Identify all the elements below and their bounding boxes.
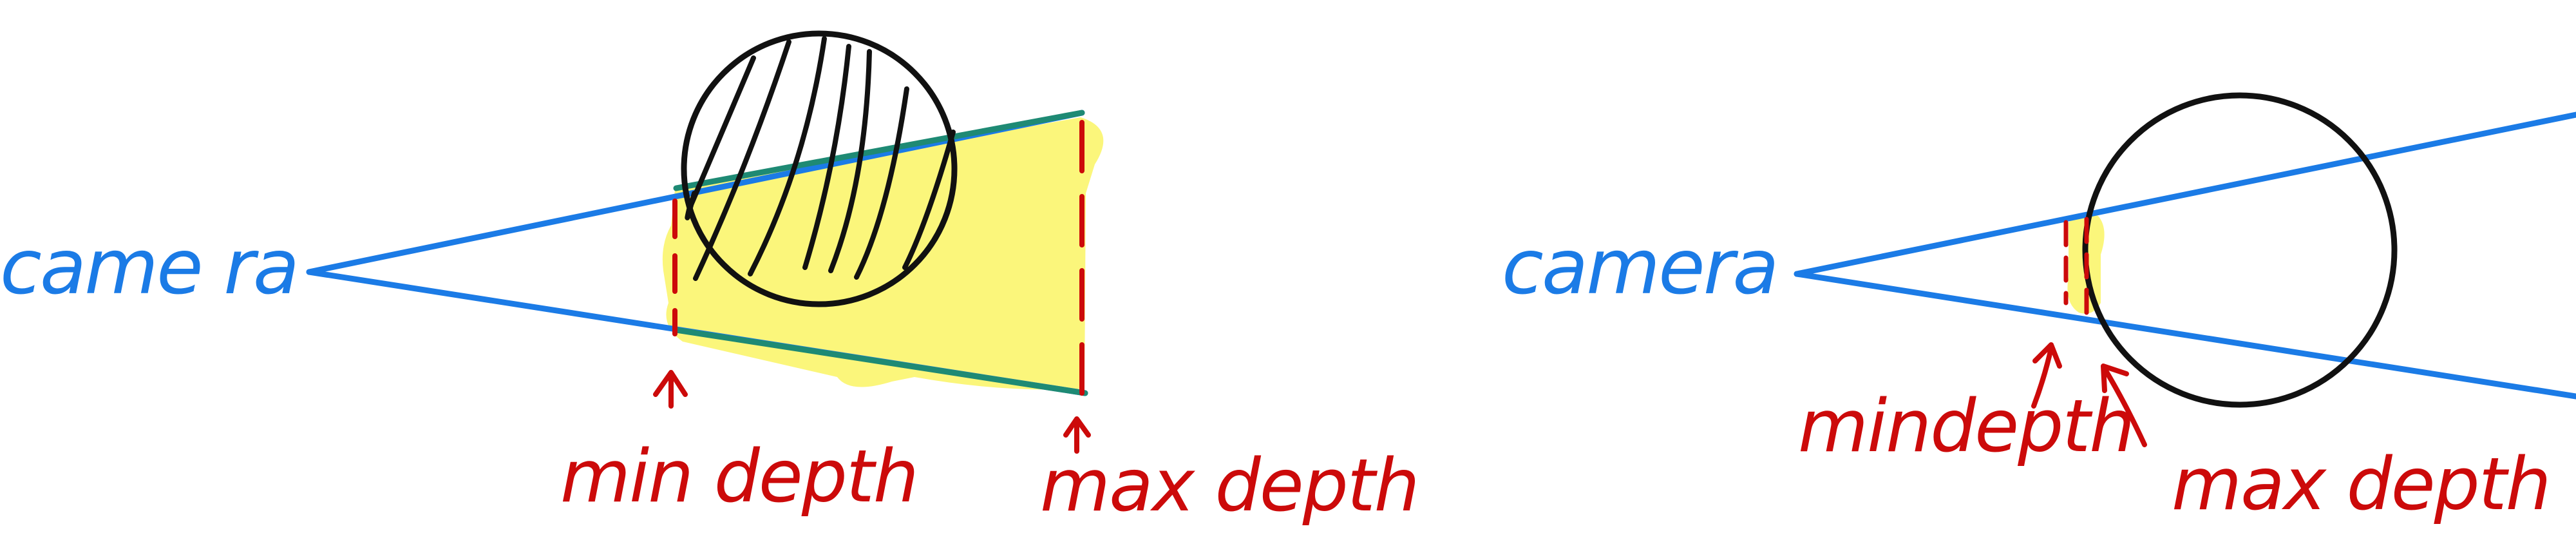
left-min-depth-label: min depth: [560, 435, 918, 519]
left-max-depth-arrow: [1063, 416, 1091, 454]
right-max-depth-arrow: [2101, 363, 2147, 447]
left-panel: came ra min depth max depth: [0, 30, 1420, 528]
right-panel: camera mindepth max depth: [1502, 92, 2576, 527]
right-frustum-lower-edge: [1794, 271, 2576, 400]
left-overlap-lower-segment: [673, 327, 1088, 396]
left-overlap-upper-segment: [673, 110, 1085, 191]
right-min-depth-label: mindepth: [1798, 385, 2134, 469]
left-camera-label: came ra: [0, 222, 298, 311]
right-object-circle: [2082, 92, 2398, 408]
right-min-depth-arrow: [2031, 342, 2062, 409]
left-max-depth-label: max depth: [1040, 444, 1419, 528]
left-min-depth-arrow: [653, 370, 688, 409]
left-object-hatching: [685, 36, 956, 281]
right-max-depth-label: max depth: [2172, 443, 2550, 527]
left-object-circle: [681, 30, 958, 307]
left-depth-range-highlight: [662, 117, 1104, 390]
right-frustum-upper-edge: [1794, 111, 2576, 277]
right-camera-label: camera: [1502, 222, 1777, 311]
